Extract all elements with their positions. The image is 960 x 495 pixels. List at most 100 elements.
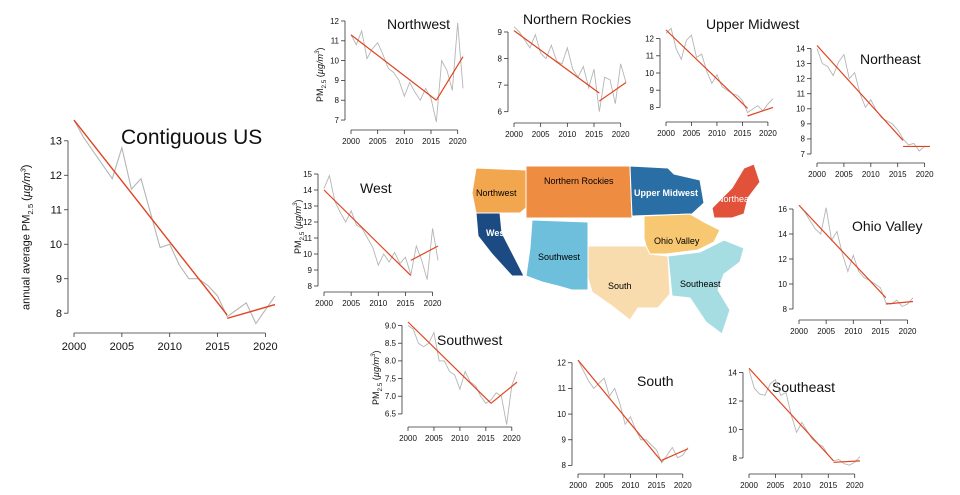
southwest-x-tick-label: 2005 (425, 434, 443, 443)
south-trend-segment-2 (661, 448, 689, 461)
map-label-southeast: Southeast (680, 279, 721, 289)
southwest-y-tick-label: 6.5 (385, 410, 397, 419)
ohio-valley-x-tick-label: 2000 (790, 327, 808, 336)
west-x-tick-label: 2015 (397, 299, 415, 308)
upper-midwest-x-tick-label: 2000 (657, 129, 675, 138)
west-y-tick-label: 8 (308, 282, 313, 291)
northwest-annual-series-line (350, 22, 464, 123)
map-region-southwest (525, 219, 589, 291)
map-label-northeast: Northeast (717, 194, 757, 204)
us-y-tick-label: 10 (50, 239, 62, 251)
southeast-axes: 2000 2005 2010 2015 2020 8 10 12 14 (728, 368, 864, 490)
south-chart: South 2000 2005 2010 2015 2020 8 9 10 11 12 (545, 345, 705, 495)
southwest-x-tick-label: 2020 (503, 434, 521, 443)
southeast-trend-segment-2 (833, 460, 861, 463)
northeast-x-tick-label: 2010 (862, 170, 880, 179)
northwest-trend-segment-2 (435, 56, 464, 101)
southeast-y-tick-label: 10 (728, 425, 737, 434)
southeast-x-tick-label: 2000 (740, 481, 758, 490)
map-label-northern-rockies: Northern Rockies (544, 176, 614, 186)
ohio-valley-trend-segment-2 (885, 300, 914, 305)
map-label-west: West (486, 228, 507, 238)
us-x-tick-label: 2005 (110, 341, 134, 353)
us-x-tick-label: 2000 (62, 341, 86, 353)
south-trend-segment-1 (577, 359, 663, 462)
northwest-trend-segment-1 (350, 34, 437, 101)
southwest-x-tick-label: 2010 (451, 434, 469, 443)
ohio-valley-y-tick-label: 10 (778, 280, 787, 289)
northeast-chart: Northeast 2000 2005 2010 2015 2020 7 8 9 10 11 12 1… (790, 30, 960, 190)
upper-midwest-y-tick-label: 9 (650, 86, 655, 95)
upper-midwest-x-tick-label: 2015 (734, 129, 752, 138)
northern-rockies-x-tick-label: 2005 (532, 130, 550, 139)
northeast-y-tick-label: 10 (796, 105, 805, 114)
southwest-y-tick-label: 8.0 (385, 357, 397, 366)
south-x-tick-label: 2015 (648, 481, 666, 490)
northeast-y-tick-label: 14 (796, 44, 805, 53)
map-region-southeast (667, 239, 745, 335)
northern-rockies-x-tick-label: 2020 (612, 130, 630, 139)
map-label-upper-midwest: Upper Midwest (634, 188, 698, 198)
northern-rockies-chart: Northern Rockies 2000 2005 2010 2015 2020 6 7 8… (480, 0, 640, 162)
map-label-ohio-valley: Ohio Valley (654, 236, 700, 246)
map-label-southwest: Southwest (538, 252, 581, 262)
southeast-x-tick-label: 2010 (793, 481, 811, 490)
southwest-y-tick-label: 7.5 (385, 374, 397, 383)
west-y-tick-label: 13 (303, 202, 312, 211)
ohio-valley-x-tick-label: 2010 (844, 327, 862, 336)
south-x-tick-label: 2005 (595, 481, 613, 490)
ohio-valley-axes: 2000 2005 2010 2015 2020 8 10 12 14 16 (778, 205, 917, 336)
south-x-tick-label: 2010 (621, 481, 639, 490)
northern-rockies-trend-segment-1 (513, 30, 600, 94)
northeast-y-tick-label: 9 (801, 120, 806, 129)
northern-rockies-annual-series-line (513, 26, 627, 112)
west-y-tick-label: 14 (303, 186, 312, 195)
south-title: South (637, 373, 674, 389)
south-annual-series-line (577, 359, 689, 464)
northern-rockies-x-tick-label: 2000 (505, 130, 523, 139)
northwest-x-tick-label: 2010 (395, 137, 413, 146)
northwest-y-tick-label: 9 (335, 76, 340, 85)
west-y-tick-label: 9 (308, 266, 313, 275)
southwest-x-tick-label: 2000 (399, 434, 417, 443)
upper-midwest-y-tick-label: 10 (645, 69, 654, 78)
northwest-chart: Northwest PM2.5 (µg/m3) 2000 2005 2010 2015… (300, 0, 480, 162)
west-y-tick-label: 15 (303, 170, 312, 179)
southwest-annual-series-line (407, 325, 518, 425)
northwest-y-tick-label: 12 (330, 17, 339, 26)
map-region-northern-rockies (525, 165, 633, 219)
south-y-tick-label: 11 (558, 384, 567, 393)
map-label-south: South (608, 281, 632, 291)
south-y-tick-label: 9 (562, 436, 567, 445)
southwest-x-tick-label: 2015 (477, 434, 495, 443)
northeast-y-tick-label: 12 (796, 74, 805, 83)
northwest-x-tick-label: 2000 (342, 137, 360, 146)
southwest-y-tick-label: 9.0 (385, 321, 397, 330)
west-x-tick-label: 2005 (342, 299, 360, 308)
us-y-tick-label: 12 (50, 170, 62, 182)
southwest-y-tick-label: 8.5 (385, 339, 397, 348)
upper-midwest-title: Upper Midwest (706, 16, 800, 32)
map-label-northwest: Northwest (476, 188, 517, 198)
northern-rockies-y-tick-label: 8 (498, 54, 503, 63)
contiguous-us-chart: Contiguous US annual average PM2.5 (µg/m… (0, 0, 300, 380)
upper-midwest-y-tick-label: 12 (645, 34, 654, 43)
contiguous-us-title: Contiguous US (121, 126, 263, 149)
northeast-x-tick-label: 2005 (835, 170, 853, 179)
us-annual-series-line (73, 119, 276, 325)
northern-rockies-trend-segment-2 (598, 81, 627, 102)
west-title: West (360, 180, 392, 196)
southeast-x-tick-label: 2015 (819, 481, 837, 490)
upper-midwest-x-tick-label: 2010 (708, 129, 726, 138)
northwest-axes: 2000 2005 2010 2015 2020 7 8 9 10 11 12 (330, 17, 467, 146)
southeast-chart: Southeast 2000 2005 2010 2015 2020 8 10 12 14 (715, 345, 875, 495)
west-annual-series-line (323, 174, 439, 280)
ohio-valley-y-tick-label: 12 (778, 255, 787, 264)
us-axes: 2000 2005 2010 2015 2020 8 9 10 11 12 13 (50, 136, 278, 353)
ohio-valley-x-tick-label: 2020 (899, 327, 917, 336)
map-region-west (475, 212, 525, 277)
west-chart: West PM2.5 (µg/m3) 2000 2005 2010 2015 2020 8… (290, 162, 460, 317)
northeast-y-tick-label: 13 (796, 59, 805, 68)
southeast-y-tick-label: 8 (733, 454, 738, 463)
